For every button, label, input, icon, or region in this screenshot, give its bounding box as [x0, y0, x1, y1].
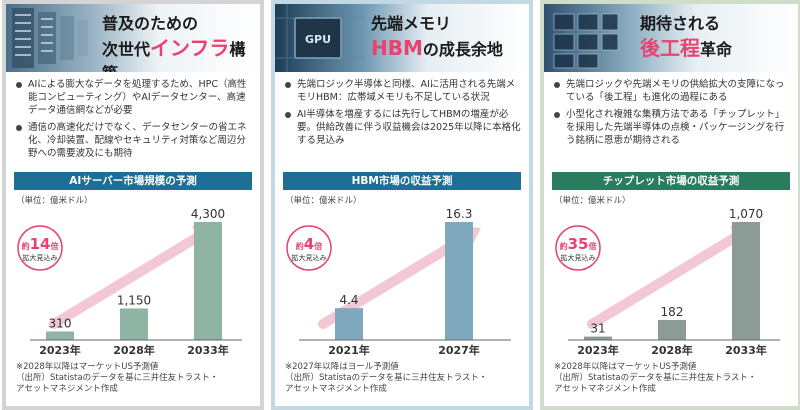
badge-multiplier: 約35倍	[560, 235, 597, 253]
server-rack-photo	[6, 4, 260, 72]
gpu-chip-photo: GPU	[275, 4, 529, 72]
bar	[120, 308, 148, 340]
bullet-item: 先端ロジック半導体と同様、AIに活用される先端メモリHBM：広帯域メモリも不足し…	[283, 78, 521, 104]
bar-value-label: 182	[661, 305, 684, 319]
source-notes: ※2028年以降はマーケットUS予測値 （出所）Statistaのデータを基に三…	[16, 362, 219, 394]
badge-subtext: 拡大見込み	[292, 253, 327, 262]
badge-multiplier: 約4倍	[296, 235, 322, 253]
category-label: 2021年	[328, 343, 370, 357]
badge-subtext: 拡大見込み	[23, 253, 58, 262]
unit-label: （単位：億米ドル）	[285, 196, 362, 206]
panel-header: 期待される 後工程革命	[544, 4, 798, 72]
bar-value-label: 1,070	[729, 207, 763, 221]
bar	[584, 336, 612, 340]
badge-multiplier: 約14倍	[22, 235, 59, 253]
category-label: 2028年	[651, 343, 693, 357]
bar	[658, 319, 686, 340]
panel-hbm: GPU 先端メモリ HBMの成長余地 先端ロジック半導体と同様、AIに活用される…	[271, 0, 533, 410]
category-label: 2033年	[187, 343, 229, 357]
bar	[194, 222, 222, 340]
panel-header: 普及のための 次世代インフラ構築	[6, 4, 260, 72]
unit-label: （単位：億米ドル）	[554, 196, 631, 206]
panel-infrastructure: 普及のための 次世代インフラ構築 AIによる膨大なデータを処理するため、HPC（…	[2, 0, 264, 410]
panel-back-end: 期待される 後工程革命 先端ロジックや先端メモリの供給拡大の支障になっている「後…	[540, 0, 800, 410]
chart-title: AIサーバー市場規模の予測	[14, 172, 252, 190]
bar	[732, 222, 760, 340]
bullet-item: AI半導体を増産するには先行してHBMの増産が必要。供給改善に伴う収益機会は20…	[283, 108, 521, 147]
bar-value-label: 4,300	[191, 207, 225, 221]
bar	[445, 222, 473, 340]
panel-header: GPU 先端メモリ HBMの成長余地	[275, 4, 529, 72]
category-label: 2023年	[39, 343, 81, 357]
panel-title: 普及のための 次世代インフラ構築	[102, 14, 246, 72]
bullet-list: AIによる膨大なデータを処理するため、HPC（高性能コンピューティング）やAIデ…	[6, 72, 260, 172]
category-label: 2027年	[438, 343, 480, 357]
bar	[335, 308, 363, 340]
source-notes: ※2028年以降はマーケットUS予測値 （出所）Statistaのデータを基に三…	[554, 362, 757, 394]
panel-title: 先端メモリ HBMの成長余地	[371, 14, 503, 60]
bar	[46, 331, 74, 340]
bullet-list: 先端ロジックや先端メモリの供給拡大の支障になっている「後工程」も進化の過程にある…	[544, 72, 798, 172]
category-label: 2023年	[577, 343, 619, 357]
bar-value-label: 310	[49, 316, 72, 330]
bar-value-label: 1,150	[117, 293, 151, 307]
chiplet-photo	[544, 4, 798, 72]
svg-text:GPU: GPU	[305, 33, 331, 46]
bullet-item: 小型化され複雑な集積方法である「チップレット」を採用した先端半導体の点検・パッケ…	[552, 108, 790, 147]
bullet-item: 先端ロジックや先端メモリの供給拡大の支障になっている「後工程」も進化の過程にある	[552, 78, 790, 104]
category-label: 2028年	[113, 343, 155, 357]
bullet-list: 先端ロジック半導体と同様、AIに活用される先端メモリHBM：広帯域メモリも不足し…	[275, 72, 529, 172]
chart-title: チップレット市場の収益予測	[552, 172, 790, 190]
panel-title: 期待される 後工程革命	[640, 14, 733, 60]
bullet-item: AIによる膨大なデータを処理するため、HPC（高性能コンピューティング）やAIデ…	[14, 78, 252, 117]
category-label: 2033年	[725, 343, 767, 357]
bar-value-label: 16.3	[446, 207, 473, 221]
bullet-item: 通信の高速化だけでなく、データセンターの省エネ化、冷却装置、配線やセキュリティ対…	[14, 121, 252, 160]
unit-label: （単位：億米ドル）	[16, 196, 93, 206]
chart-title: HBM市場の収益予測	[283, 172, 521, 190]
badge-subtext: 拡大見込み	[561, 253, 596, 262]
bar-value-label: 4.4	[339, 293, 358, 307]
source-notes: ※2027年以降はヨール予測値 （出所）Statistaのデータを基に三井住友ト…	[285, 362, 488, 394]
bar-value-label: 31	[590, 322, 605, 336]
